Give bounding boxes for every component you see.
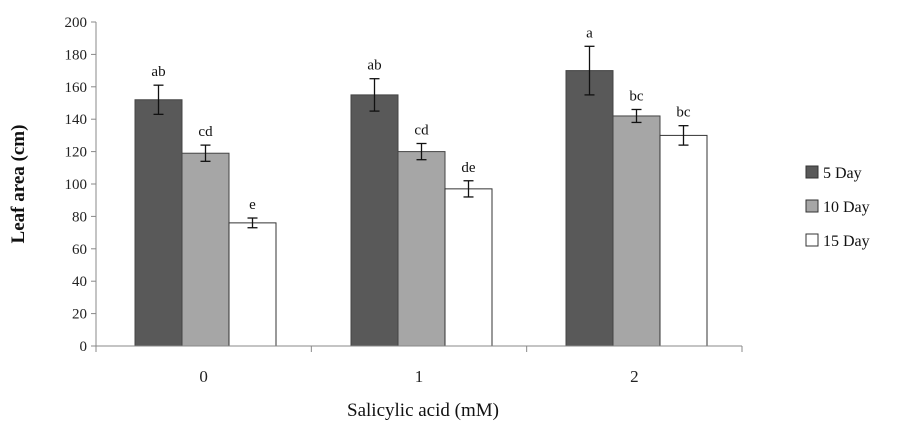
- legend-swatch: [805, 233, 819, 247]
- legend-swatch: [805, 165, 819, 179]
- significance-label: bc: [676, 105, 691, 121]
- legend-item: 5 Day: [805, 165, 862, 182]
- y-axis-label: Leaf area (cm): [8, 125, 29, 244]
- x-tick-label: 2: [630, 367, 639, 386]
- axes: [95, 22, 743, 352]
- bar-group: ab ab a cd cd bc e de bc: [134, 25, 708, 347]
- y-tick-label: 40: [72, 274, 87, 290]
- bar: [350, 94, 399, 347]
- bar: [397, 151, 446, 347]
- y-tick-label: 80: [72, 209, 87, 225]
- legend-label: 15 Day: [823, 233, 870, 250]
- legend-item: 15 Day: [805, 233, 870, 250]
- bar: [181, 152, 230, 347]
- x-tick-label: 0: [199, 367, 208, 386]
- bar: [659, 134, 708, 347]
- significance-label: bc: [629, 88, 644, 104]
- y-tick-label: 20: [72, 307, 87, 323]
- significance-label: de: [461, 160, 476, 176]
- bar: [228, 222, 277, 347]
- y-axis-ticks: 0 20 40 60 80 100 120 140 160 180 200: [65, 15, 96, 355]
- y-tick-label: 140: [65, 112, 88, 128]
- y-tick-label: 100: [65, 177, 88, 193]
- legend: 5 Day 10 Day 15 Day: [805, 165, 870, 250]
- legend-label: 10 Day: [823, 199, 870, 216]
- bar: [134, 99, 183, 347]
- y-tick-label: 120: [65, 145, 88, 161]
- y-tick-label: 180: [65, 47, 88, 63]
- y-tick-label: 160: [65, 80, 88, 96]
- x-axis-label: Salicylic acid (mM): [347, 400, 499, 421]
- legend-label: 5 Day: [823, 165, 862, 182]
- y-tick-label: 200: [65, 15, 88, 31]
- bar: [565, 70, 614, 347]
- y-tick-label: 0: [80, 339, 88, 355]
- x-tick-label: 1: [415, 367, 424, 386]
- legend-swatch: [805, 199, 819, 213]
- significance-label: e: [249, 197, 256, 213]
- significance-label: a: [586, 25, 593, 41]
- significance-label: cd: [414, 123, 429, 139]
- bar: [612, 115, 661, 347]
- legend-item: 10 Day: [805, 199, 870, 216]
- bar: [444, 188, 493, 347]
- significance-label: ab: [367, 58, 381, 74]
- y-tick-label: 60: [72, 242, 87, 258]
- significance-label: cd: [198, 124, 213, 140]
- significance-label: ab: [151, 64, 165, 80]
- x-axis-ticks: 0 1 2: [199, 367, 638, 386]
